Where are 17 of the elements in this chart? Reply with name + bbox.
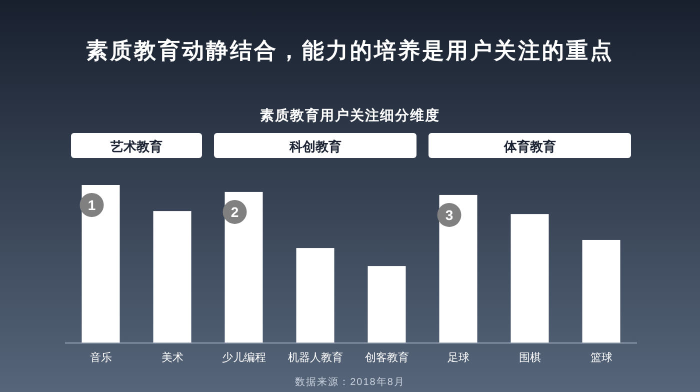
x-tick-label: 创客教育 xyxy=(364,351,409,364)
annotation: 1 xyxy=(88,197,96,213)
annotation: 3 xyxy=(445,206,454,223)
x-tick-label: 美术 xyxy=(161,351,184,364)
x-tick-label: 少儿编程 xyxy=(222,351,266,364)
x-tick-label: 足球 xyxy=(447,351,470,364)
text: 体育教育 xyxy=(502,139,556,154)
source-note: 数据来源：2018年8月 xyxy=(295,376,405,388)
annotation: 2 xyxy=(230,204,239,220)
x-tick-label: 音乐 xyxy=(90,351,112,364)
x-tick-label: 机器人教育 xyxy=(288,351,343,364)
x-tick-label: 篮球 xyxy=(590,351,612,364)
text: 科创教育 xyxy=(288,139,342,154)
chart-subtitle: 素质教育用户关注细分维度 xyxy=(260,107,440,123)
chart-title: 素质教育动静结合，能力的培养是用户关注的重点 xyxy=(86,38,614,63)
text: 艺术教育 xyxy=(110,139,162,154)
x-tick-label: 围棋 xyxy=(518,352,541,364)
